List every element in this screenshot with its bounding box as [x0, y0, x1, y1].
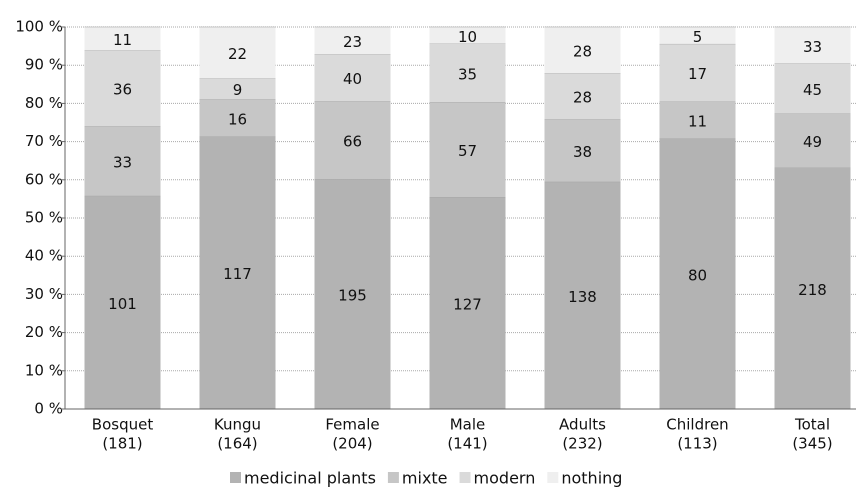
data-label: 57 — [458, 142, 477, 160]
legend-label: medicinal plants — [244, 469, 376, 488]
data-label: 101 — [108, 295, 137, 313]
y-tick-label: 20 % — [25, 323, 63, 341]
y-tick-label: 10 % — [25, 361, 63, 379]
y-tick-label: 50 % — [25, 209, 63, 227]
data-label: 33 — [803, 38, 822, 56]
x-tick-label: (181) — [102, 435, 142, 453]
bar-segment — [659, 138, 736, 409]
data-label: 49 — [803, 133, 822, 151]
legend-swatch — [387, 472, 399, 483]
bar-segment — [314, 101, 391, 180]
bar-segment — [544, 181, 621, 409]
data-label: 11 — [688, 112, 707, 130]
bar-segment — [774, 63, 851, 114]
data-label: 35 — [458, 65, 477, 83]
bar-segment — [199, 27, 276, 79]
data-label: 195 — [338, 287, 367, 305]
data-label: 38 — [573, 143, 592, 161]
y-tick-label: 40 % — [25, 247, 63, 265]
bar-segment — [199, 136, 276, 409]
bar-segment — [544, 27, 621, 74]
data-label: 127 — [453, 296, 482, 314]
data-label: 28 — [573, 89, 592, 107]
bar-segment — [544, 73, 621, 120]
bar-segment — [429, 197, 506, 409]
x-tick-label: (164) — [217, 435, 257, 453]
data-label: 45 — [803, 81, 822, 99]
legend-label: mixte — [402, 469, 448, 488]
legend-label: modern — [474, 469, 536, 488]
bar-segment — [774, 167, 851, 409]
bar-segment — [774, 27, 851, 64]
bar-segment — [774, 113, 851, 168]
data-label: 16 — [228, 110, 247, 128]
x-tick-label: Kungu — [214, 416, 261, 434]
data-label: 5 — [693, 28, 703, 46]
bar-segment — [84, 126, 161, 196]
bar-segment — [544, 119, 621, 182]
data-label: 80 — [688, 266, 707, 284]
x-tick-label: (232) — [562, 435, 602, 453]
legend-swatch — [547, 472, 559, 483]
bar-segment — [659, 43, 736, 102]
y-tick-label: 70 % — [25, 132, 63, 150]
data-label: 9 — [233, 81, 243, 99]
data-label: 117 — [223, 265, 252, 283]
y-tick-label: 60 % — [25, 170, 63, 188]
bar-segment — [429, 43, 506, 103]
x-tick-label: Total — [794, 416, 830, 434]
bar-segment — [429, 102, 506, 198]
data-label: 218 — [798, 281, 827, 299]
bar-segment — [659, 101, 736, 139]
bar-segment — [314, 179, 391, 409]
x-tick-label: Male — [450, 416, 486, 434]
bar-segment — [84, 27, 161, 51]
data-label: 10 — [458, 28, 477, 46]
data-label: 22 — [228, 45, 247, 63]
legend-swatch — [230, 472, 241, 483]
x-tick-label: (204) — [332, 435, 372, 453]
data-label: 23 — [343, 33, 362, 51]
bar-segment — [84, 50, 161, 127]
x-tick-label: Children — [666, 416, 728, 434]
bar-segment — [314, 27, 391, 55]
data-label: 36 — [113, 81, 132, 99]
data-label: 28 — [573, 43, 592, 61]
bar-segment — [314, 54, 391, 102]
x-tick-label: Adults — [559, 416, 606, 434]
y-tick-label: 30 % — [25, 285, 63, 303]
legend-swatch — [459, 472, 471, 483]
x-tick-label: (345) — [792, 435, 832, 453]
data-label: 33 — [113, 154, 132, 172]
x-tick-label: (141) — [447, 435, 487, 453]
bar-segment — [199, 99, 276, 137]
data-label: 11 — [113, 31, 132, 49]
data-label: 17 — [688, 65, 707, 83]
bar-segment — [659, 27, 736, 44]
bar-segment — [429, 27, 506, 44]
bar-segment — [199, 78, 276, 100]
y-tick-label: 90 % — [25, 56, 63, 74]
y-tick-label: 100 % — [15, 18, 63, 36]
x-tick-label: (113) — [677, 435, 717, 453]
legend-label: nothing — [561, 469, 622, 488]
data-label: 40 — [343, 70, 362, 88]
data-label: 138 — [568, 288, 597, 306]
y-tick-label: 0 % — [34, 400, 63, 418]
x-tick-label: Bosquet — [92, 416, 154, 434]
y-tick-label: 80 % — [25, 94, 63, 112]
data-label: 66 — [343, 133, 362, 151]
bar-segment — [84, 195, 161, 409]
x-tick-label: Female — [325, 416, 379, 434]
